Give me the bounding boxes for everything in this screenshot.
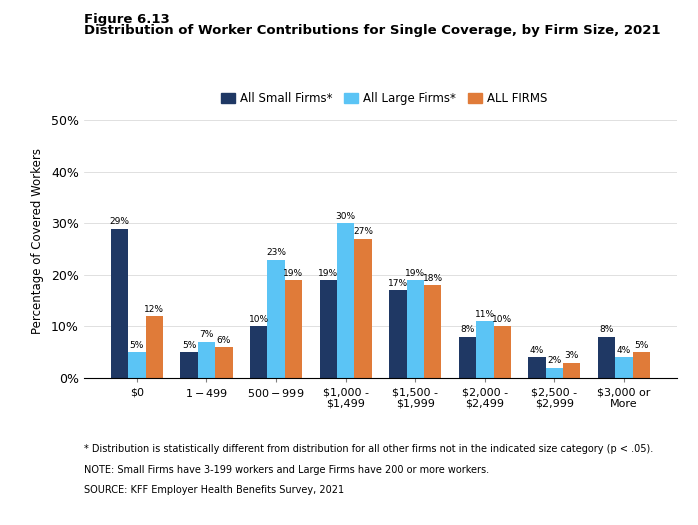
Bar <box>476 321 493 378</box>
Bar <box>493 327 511 378</box>
Bar <box>180 352 198 378</box>
Text: Figure 6.13: Figure 6.13 <box>84 13 170 26</box>
Text: 27%: 27% <box>353 227 373 236</box>
Bar <box>267 259 285 378</box>
Bar <box>145 316 163 378</box>
Text: 5%: 5% <box>182 341 196 350</box>
Text: 12%: 12% <box>144 304 164 313</box>
Bar <box>128 352 145 378</box>
Text: NOTE: Small Firms have 3-199 workers and Large Firms have 200 or more workers.: NOTE: Small Firms have 3-199 workers and… <box>84 465 489 475</box>
Y-axis label: Percentage of Covered Workers: Percentage of Covered Workers <box>31 149 44 334</box>
Text: 3%: 3% <box>565 351 579 360</box>
Bar <box>215 347 232 378</box>
Text: 8%: 8% <box>460 325 475 334</box>
Text: Distribution of Worker Contributions for Single Coverage, by Firm Size, 2021: Distribution of Worker Contributions for… <box>84 24 660 37</box>
Bar <box>616 358 632 378</box>
Bar <box>598 337 616 378</box>
Bar <box>320 280 337 378</box>
Text: 11%: 11% <box>475 310 495 319</box>
Bar <box>546 368 563 378</box>
Text: 2%: 2% <box>547 356 561 365</box>
Text: 4%: 4% <box>530 346 544 355</box>
Bar <box>355 239 372 378</box>
Bar <box>528 358 546 378</box>
Bar <box>285 280 302 378</box>
Text: 19%: 19% <box>405 269 425 278</box>
Text: 19%: 19% <box>318 269 339 278</box>
Bar <box>337 224 355 378</box>
Text: 23%: 23% <box>266 248 286 257</box>
Text: * Distribution is statistically different from distribution for all other firms : * Distribution is statistically differen… <box>84 444 653 454</box>
Text: 29%: 29% <box>110 217 129 226</box>
Bar <box>389 290 406 378</box>
Text: 8%: 8% <box>600 325 614 334</box>
Bar <box>198 342 215 378</box>
Text: SOURCE: KFF Employer Health Benefits Survey, 2021: SOURCE: KFF Employer Health Benefits Sur… <box>84 485 344 495</box>
Bar <box>111 228 128 378</box>
Text: 5%: 5% <box>634 341 648 350</box>
Text: 10%: 10% <box>492 315 512 324</box>
Bar <box>632 352 650 378</box>
Bar <box>406 280 424 378</box>
Text: 4%: 4% <box>617 346 631 355</box>
Legend: All Small Firms*, All Large Firms*, ALL FIRMS: All Small Firms*, All Large Firms*, ALL … <box>216 87 551 110</box>
Text: 19%: 19% <box>283 269 304 278</box>
Bar <box>424 285 441 378</box>
Bar <box>563 363 581 378</box>
Text: 5%: 5% <box>130 341 144 350</box>
Text: 17%: 17% <box>388 279 408 288</box>
Bar <box>459 337 476 378</box>
Text: 30%: 30% <box>336 212 356 221</box>
Text: 6%: 6% <box>216 335 231 344</box>
Text: 10%: 10% <box>248 315 269 324</box>
Bar <box>250 327 267 378</box>
Text: 7%: 7% <box>199 330 214 339</box>
Text: 18%: 18% <box>422 274 443 282</box>
